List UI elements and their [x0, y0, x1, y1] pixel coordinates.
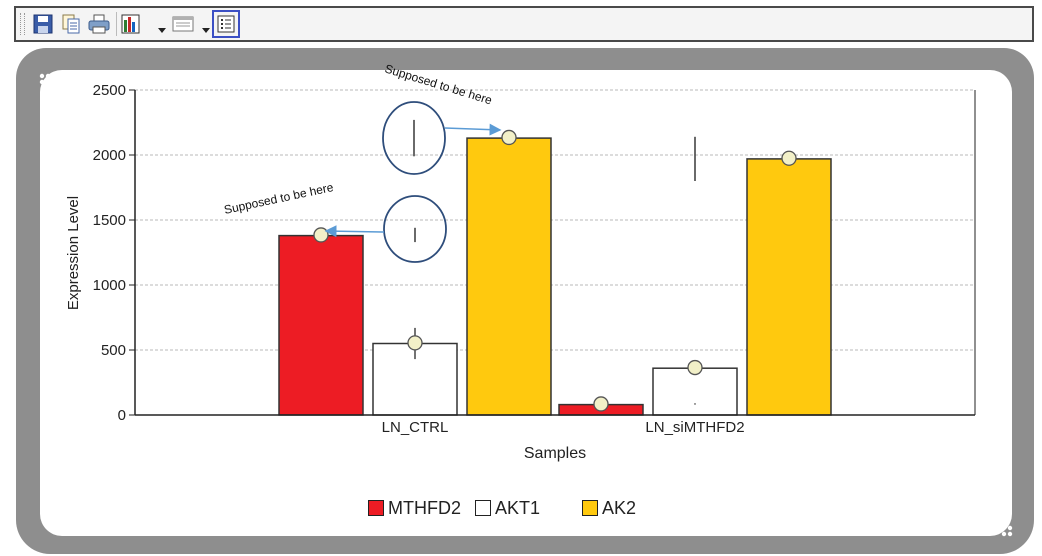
x-ticks: LN_CTRL LN_siMTHFD2 [382, 419, 745, 436]
x-tick-label: LN_siMTHFD2 [645, 419, 744, 436]
x-axis-label: Samples [524, 445, 586, 462]
legend-swatch [368, 500, 384, 516]
data-point[interactable] [501, 129, 517, 146]
y-tick-label: 1500 [93, 212, 126, 229]
legend-swatch [582, 500, 598, 516]
window-icon[interactable] [170, 12, 196, 36]
toolbar-grip[interactable] [20, 13, 25, 35]
legend-label: MTHFD2 [388, 497, 461, 518]
bars [278, 137, 832, 416]
window-dropdown-icon[interactable] [202, 28, 210, 33]
toolbar [14, 6, 1034, 42]
legend-icon[interactable] [212, 10, 240, 38]
annotation-circle-top [382, 101, 446, 175]
resize-handle-bottom-right[interactable] [996, 520, 1014, 538]
y-tick-label: 2000 [93, 147, 126, 164]
legend-label: AKT1 [495, 497, 541, 518]
legend-item-mthfd2: MTHFD2 [368, 496, 461, 520]
chart-type-dropdown-icon[interactable] [158, 28, 166, 33]
legend-item-akt1: AKT1 [475, 496, 540, 520]
print-icon[interactable] [86, 12, 112, 36]
y-axis-label: Expression Level [65, 196, 82, 310]
bar-mthfd2[interactable] [278, 234, 364, 416]
annotation-arrow-top [444, 123, 502, 136]
annotation-arrow-left [324, 225, 385, 238]
data-point[interactable] [781, 150, 797, 166]
chart-type-icon[interactable] [116, 12, 143, 36]
y-tick-label: 0 [118, 407, 126, 424]
y-ticks: 0 500 1000 1500 2000 2500 [93, 82, 135, 424]
legend-swatch [475, 500, 491, 516]
annotation-note-top: Supposed to be here [383, 61, 494, 107]
bar-akt1[interactable] [652, 367, 738, 416]
legend-label: AK2 [602, 497, 637, 518]
data-point[interactable] [593, 396, 609, 412]
bar-ak2[interactable] [746, 158, 832, 416]
resize-handle-top-left[interactable] [38, 72, 56, 90]
y-tick-label: 500 [101, 342, 126, 359]
axes [134, 90, 976, 416]
legend-item-ak2: AK2 [582, 496, 636, 520]
annotation-circle-left [383, 195, 447, 263]
data-point[interactable] [687, 359, 703, 376]
gridlines [135, 89, 975, 351]
data-point[interactable] [313, 227, 329, 243]
bar-ak2[interactable] [466, 137, 552, 416]
x-tick-label: LN_CTRL [382, 419, 449, 436]
points [313, 129, 797, 412]
copy-icon[interactable] [58, 12, 84, 36]
y-tick-label: 1000 [93, 277, 126, 294]
save-icon[interactable] [30, 12, 56, 36]
y-tick-label: 2500 [93, 82, 126, 99]
annotation-note-left: Supposed to be here [223, 180, 335, 217]
annotations: Supposed to be here Supposed to be here [223, 61, 502, 263]
data-point[interactable] [407, 335, 423, 351]
